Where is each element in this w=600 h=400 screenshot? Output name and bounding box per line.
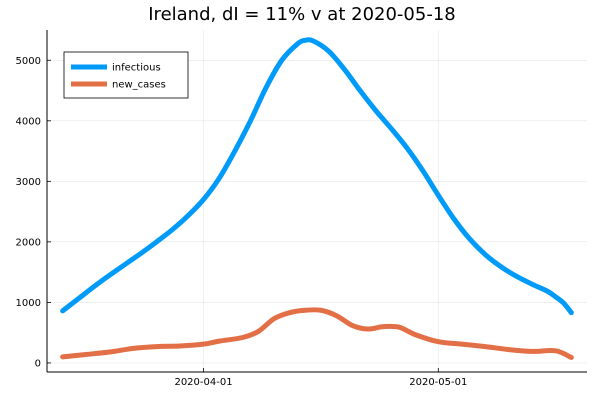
y-tick-label: 1000 [16,298,41,309]
legend-label-new-cases: new_cases [112,80,166,91]
chart-title: Ireland, dI = 11% v at 2020-05-18 [148,4,455,25]
y-tick-label: 5000 [16,56,41,67]
y-tick-label: 4000 [16,116,41,127]
legend-box [63,51,189,99]
y-tick-label: 0 [35,358,41,369]
x-tick-label: 2020-05-01 [409,377,467,388]
legend-label-infectious: infectious [112,63,161,74]
x-tick-label: 2020-04-01 [174,377,232,388]
series-line-new-cases [60,307,574,360]
y-tick-label: 3000 [16,177,41,188]
series-line-infectious [60,37,574,316]
tick-labels: 0 1000 2000 3000 4000 5000 2020-04-01 2020-05-0… [16,56,468,388]
grid-lines [47,30,587,372]
series-layer [60,37,574,360]
legend: infectious new_cases [63,51,189,99]
y-tick-label: 2000 [16,237,41,248]
axes [46,30,587,373]
